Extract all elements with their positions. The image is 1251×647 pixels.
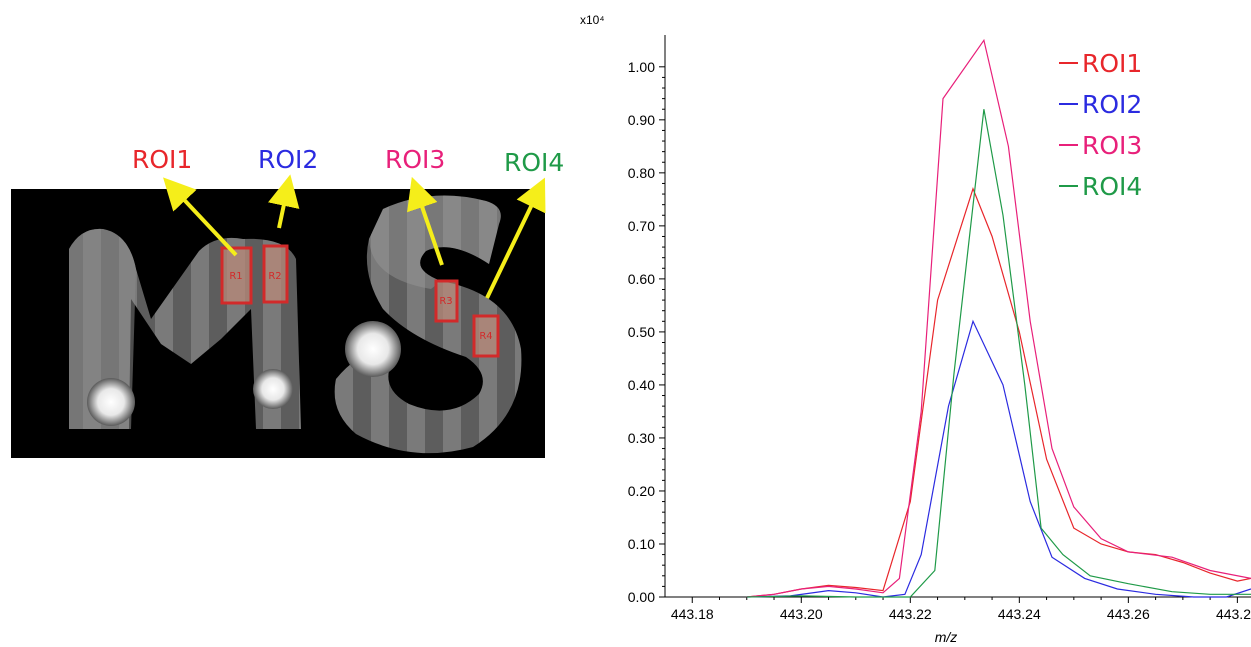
roi3-label: ROI3 <box>385 145 446 174</box>
chart-series <box>746 38 1251 598</box>
legend-label-roi2: ROI2 <box>1082 90 1142 119</box>
region-box-r4: R4 <box>472 314 500 358</box>
x-tick-label: 443.18 <box>671 606 714 622</box>
x-tick-label: 443.28 <box>1216 606 1251 622</box>
x-tick-label: 443.26 <box>1107 606 1150 622</box>
region-r1-label: R1 <box>229 271 242 282</box>
region-r3-label: R3 <box>439 296 452 307</box>
roi2-label: ROI2 <box>258 145 319 174</box>
y-tick-label: 0.70 <box>628 218 655 234</box>
region-box-r3: R3 <box>434 279 459 323</box>
series-line-roi1 <box>746 187 1251 598</box>
series-line-roi3 <box>746 38 1251 598</box>
series-line-roi2 <box>746 319 1251 598</box>
roi1-label: ROI1 <box>132 145 193 174</box>
y-tick-label: 0.80 <box>628 165 655 181</box>
roi4-label: ROI4 <box>504 148 565 177</box>
y-tick-label: 0.10 <box>628 536 655 552</box>
y-tick-label: 0.20 <box>628 483 655 499</box>
ms-imaging-image: R1 R2 R3 R4 <box>11 189 545 458</box>
x-tick-label: 443.24 <box>998 606 1041 622</box>
x-axis-label: m/z <box>935 629 958 645</box>
letter-s-shape <box>334 195 522 454</box>
y-tick-label: 1.00 <box>628 59 655 75</box>
spectrum-chart: 0.00 0.10 0.20 0.30 0.40 0.50 0.60 0.70 0.80 0.90… <box>580 13 1251 645</box>
region-box-r1: R1 <box>220 246 253 305</box>
y-tick-label: 0.30 <box>628 430 655 446</box>
y-multiplier-label: x10⁴ <box>580 13 605 27</box>
y-tick-label: 0.00 <box>628 589 655 605</box>
legend-label-roi3: ROI3 <box>1082 131 1142 160</box>
y-tick-label: 0.50 <box>628 324 655 340</box>
x-tick-label: 443.22 <box>889 606 932 622</box>
region-box-r2: R2 <box>262 244 289 304</box>
y-tick-label: 0.60 <box>628 271 655 287</box>
region-r2-label: R2 <box>268 271 281 282</box>
chart-legend: ROI1 ROI2 ROI3 ROI4 <box>1059 49 1142 201</box>
legend-label-roi1: ROI1 <box>1082 49 1142 78</box>
x-tick-label: 443.20 <box>780 606 823 622</box>
region-r4-label: R4 <box>479 331 492 342</box>
legend-label-roi4: ROI4 <box>1082 172 1142 201</box>
y-tick-label: 0.40 <box>628 377 655 393</box>
series-line-roi4 <box>746 109 1251 598</box>
chart-axes: 0.00 0.10 0.20 0.30 0.40 0.50 0.60 0.70 0.80 0.90… <box>628 35 1251 622</box>
y-tick-label: 0.90 <box>628 112 655 128</box>
